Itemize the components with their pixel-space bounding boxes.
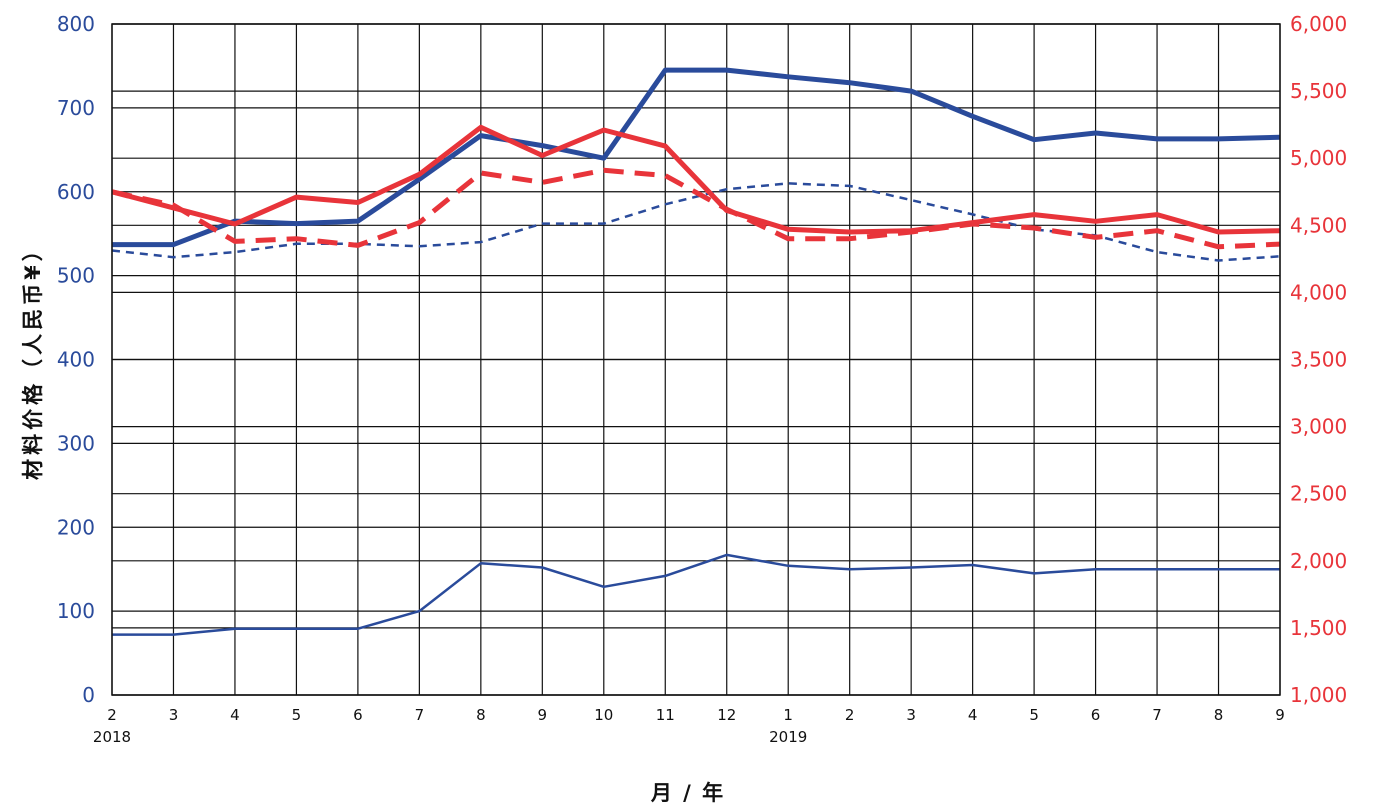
right-tick-label: 2,000 [1290, 549, 1347, 573]
right-axis-ticks: 1,000 1,500 2,000 2,500 3,000 3,500 4,000 4,500… [1290, 12, 1347, 707]
x-tick-label: 2 [845, 706, 855, 724]
x-tick-label: 3 [169, 706, 179, 724]
left-axis-ticks: 0 100 200 300 400 500 600 700 800 [57, 12, 95, 707]
y-axis-title-left: 材料价格（人民币¥） [21, 236, 45, 480]
left-tick-label: 700 [57, 96, 95, 120]
left-tick-label: 500 [57, 264, 95, 288]
right-tick-label: 4,000 [1290, 280, 1347, 304]
series-line-right-thick-dashed [111, 167, 1281, 250]
right-tick-label: 5,000 [1290, 146, 1347, 170]
right-tick-label: 3,500 [1290, 348, 1347, 372]
x-tick-label: 12 [717, 706, 736, 724]
left-tick-label: 200 [57, 515, 95, 539]
right-tick-label: 3,000 [1290, 415, 1347, 439]
right-tick-label: 5,500 [1290, 79, 1347, 103]
x-tick-label: 6 [1091, 706, 1101, 724]
left-tick-label: 400 [57, 348, 95, 372]
plot-frame [111, 23, 1281, 696]
x-tick-label: 11 [656, 706, 675, 724]
x-tick-label: 6 [353, 706, 363, 724]
x-tick-label: 9 [1275, 706, 1285, 724]
right-tick-label: 4,500 [1290, 213, 1347, 237]
series-line-left-thin-solid [112, 553, 1280, 636]
grid [111, 23, 1281, 696]
left-tick-label: 300 [57, 431, 95, 455]
series-lines [111, 67, 1281, 636]
x-tick-label: 4 [230, 706, 240, 724]
x-tick-label: 5 [292, 706, 302, 724]
left-tick-label: 0 [82, 683, 95, 707]
left-tick-label: 600 [57, 180, 95, 204]
x-tick-label: 9 [538, 706, 548, 724]
x-tick-label: 8 [1214, 706, 1224, 724]
x-tick-label: 7 [415, 706, 425, 724]
x-year-label: 2019 [769, 728, 807, 746]
series-line-left-thick-solid [112, 67, 1281, 248]
plot-border [111, 23, 1281, 696]
left-tick-label: 100 [57, 599, 95, 623]
x-tick-label: 10 [594, 706, 613, 724]
x-axis-title: 月 / 年 [650, 781, 725, 805]
x-tick-label: 7 [1152, 706, 1162, 724]
right-tick-label: 6,000 [1290, 12, 1347, 36]
x-tick-label: 2 [107, 706, 117, 724]
x-year-label: 2018 [93, 728, 131, 746]
x-tick-label: 4 [968, 706, 978, 724]
left-tick-label: 800 [57, 12, 95, 36]
right-tick-label: 2,500 [1290, 482, 1347, 506]
x-tick-label: 8 [476, 706, 486, 724]
x-tick-label: 1 [783, 706, 793, 724]
right-tick-label: 1,000 [1290, 683, 1347, 707]
series-line-right-thick-solid [111, 124, 1281, 235]
x-tick-label: 3 [906, 706, 916, 724]
x-tick-label: 5 [1029, 706, 1039, 724]
right-tick-label: 1,500 [1290, 616, 1347, 640]
